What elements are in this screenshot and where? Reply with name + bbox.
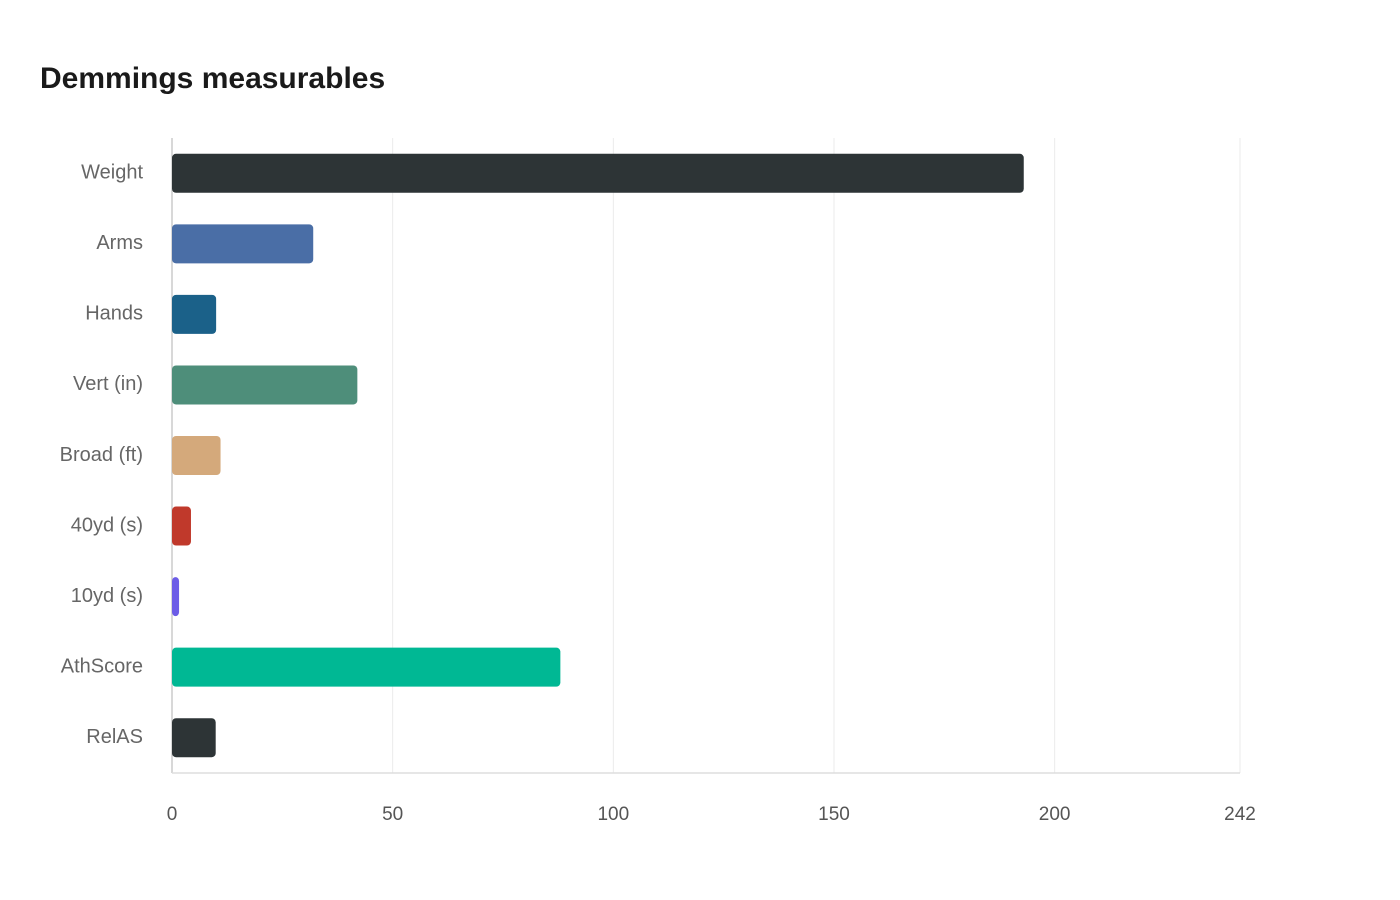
y-tick-label: AthScore bbox=[61, 655, 143, 677]
bar bbox=[172, 577, 180, 617]
y-tick-label: 40yd (s) bbox=[71, 514, 143, 536]
bar bbox=[172, 647, 561, 687]
y-tick-label: Weight bbox=[81, 162, 143, 184]
x-tick-label: 150 bbox=[818, 804, 850, 825]
y-tick-label: 10yd (s) bbox=[71, 585, 143, 607]
bar bbox=[172, 718, 216, 758]
x-tick-label: 100 bbox=[597, 804, 629, 825]
bar bbox=[172, 365, 358, 405]
bar bbox=[172, 436, 221, 475]
y-tick-label: Hands bbox=[85, 303, 143, 325]
bar bbox=[172, 294, 217, 334]
y-tick-label: RelAS bbox=[86, 726, 143, 748]
x-tick-label: 50 bbox=[382, 804, 403, 825]
y-tick-label: Vert (in) bbox=[73, 373, 143, 395]
y-tick-label: Broad (ft) bbox=[60, 444, 143, 466]
bar bbox=[172, 224, 314, 264]
bar bbox=[172, 153, 1024, 193]
x-tick-label: 200 bbox=[1039, 804, 1071, 825]
x-tick-label: 0 bbox=[167, 804, 178, 825]
y-tick-label: Arms bbox=[96, 232, 143, 254]
bar bbox=[172, 506, 191, 546]
x-tick-label: 242 bbox=[1224, 804, 1256, 825]
chart-title: Demmings measurables bbox=[40, 62, 385, 95]
